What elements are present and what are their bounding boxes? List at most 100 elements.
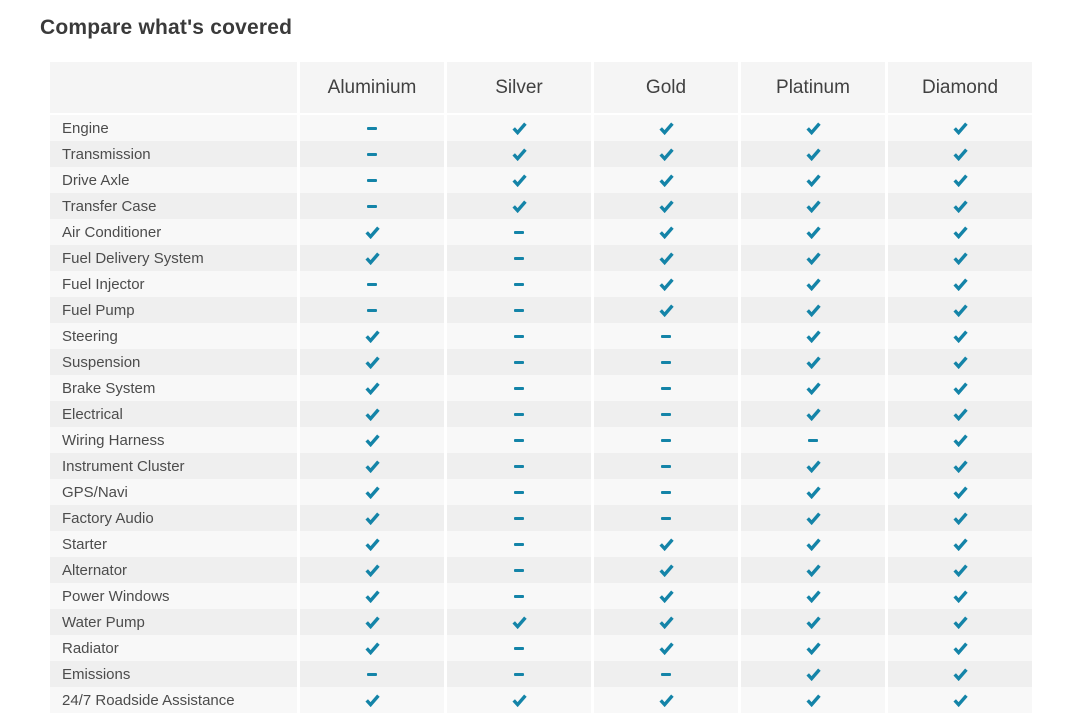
dash-icon xyxy=(514,334,524,338)
dash-icon xyxy=(661,490,671,494)
row-label: Power Windows xyxy=(50,583,297,609)
check-icon xyxy=(952,225,968,239)
dash-icon xyxy=(367,308,377,312)
dash-icon xyxy=(367,204,377,208)
check-icon xyxy=(805,173,821,187)
check-icon xyxy=(952,459,968,473)
coverage-cell xyxy=(741,479,885,505)
check-icon xyxy=(658,641,674,655)
row-label: Suspension xyxy=(50,349,297,375)
coverage-cell xyxy=(741,323,885,349)
coverage-cell xyxy=(594,219,738,245)
check-icon xyxy=(658,121,674,135)
check-icon xyxy=(658,147,674,161)
coverage-cell xyxy=(594,583,738,609)
row-label: Alternator xyxy=(50,557,297,583)
coverage-cell xyxy=(594,661,738,687)
table-row: Air Conditioner xyxy=(50,219,1032,245)
coverage-cell xyxy=(594,687,738,713)
plan-column-header: Silver xyxy=(447,62,591,113)
check-icon xyxy=(952,615,968,629)
row-label: Factory Audio xyxy=(50,505,297,531)
coverage-cell xyxy=(300,661,444,687)
table-row: Instrument Cluster xyxy=(50,453,1032,479)
coverage-cell xyxy=(300,635,444,661)
dash-icon xyxy=(367,178,377,182)
coverage-cell xyxy=(741,427,885,453)
coverage-cell xyxy=(888,583,1032,609)
coverage-cell xyxy=(741,193,885,219)
coverage-cell xyxy=(447,219,591,245)
coverage-cell xyxy=(447,401,591,427)
check-icon xyxy=(658,303,674,317)
dash-icon xyxy=(808,438,818,442)
dash-icon xyxy=(661,412,671,416)
dash-icon xyxy=(514,438,524,442)
check-icon xyxy=(364,693,380,707)
dash-icon xyxy=(514,230,524,234)
table-row: Factory Audio xyxy=(50,505,1032,531)
check-icon xyxy=(952,199,968,213)
check-icon xyxy=(952,537,968,551)
check-icon xyxy=(511,173,527,187)
coverage-cell xyxy=(741,297,885,323)
coverage-cell xyxy=(594,427,738,453)
table-row: Fuel Injector xyxy=(50,271,1032,297)
check-icon xyxy=(658,589,674,603)
table-row: GPS/Navi xyxy=(50,479,1032,505)
coverage-cell xyxy=(741,609,885,635)
row-label: GPS/Navi xyxy=(50,479,297,505)
coverage-cell xyxy=(447,141,591,167)
coverage-cell xyxy=(888,427,1032,453)
check-icon xyxy=(364,459,380,473)
coverage-cell xyxy=(300,479,444,505)
coverage-cell xyxy=(447,271,591,297)
coverage-cell xyxy=(741,167,885,193)
coverage-cell xyxy=(888,453,1032,479)
check-icon xyxy=(364,355,380,369)
check-icon xyxy=(805,251,821,265)
coverage-cell xyxy=(888,323,1032,349)
check-icon xyxy=(658,199,674,213)
coverage-cell xyxy=(741,687,885,713)
check-icon xyxy=(952,511,968,525)
dash-icon xyxy=(514,464,524,468)
dash-icon xyxy=(514,256,524,260)
coverage-cell xyxy=(888,271,1032,297)
check-icon xyxy=(805,121,821,135)
table-header-row: Aluminium Silver Gold Platinum Diamond xyxy=(50,62,1032,113)
coverage-cell xyxy=(888,661,1032,687)
check-icon xyxy=(952,667,968,681)
plan-column-header: Platinum xyxy=(741,62,885,113)
check-icon xyxy=(364,485,380,499)
coverage-cell xyxy=(447,375,591,401)
check-icon xyxy=(364,641,380,655)
coverage-cell xyxy=(741,401,885,427)
check-icon xyxy=(511,121,527,135)
coverage-cell xyxy=(447,609,591,635)
coverage-cell xyxy=(741,349,885,375)
row-label: Instrument Cluster xyxy=(50,453,297,479)
dash-icon xyxy=(661,438,671,442)
check-icon xyxy=(805,147,821,161)
coverage-cell xyxy=(741,661,885,687)
header-spacer-cell xyxy=(50,62,297,113)
coverage-cell xyxy=(300,193,444,219)
coverage-cell xyxy=(300,609,444,635)
row-label: Wiring Harness xyxy=(50,427,297,453)
table-row: Transmission xyxy=(50,141,1032,167)
dash-icon xyxy=(367,126,377,130)
coverage-cell xyxy=(741,245,885,271)
check-icon xyxy=(364,511,380,525)
check-icon xyxy=(364,381,380,395)
coverage-cell xyxy=(300,531,444,557)
coverage-cell xyxy=(300,115,444,141)
check-icon xyxy=(952,589,968,603)
dash-icon xyxy=(514,308,524,312)
coverage-cell xyxy=(300,401,444,427)
row-label: Brake System xyxy=(50,375,297,401)
coverage-cell xyxy=(447,505,591,531)
row-label: Electrical xyxy=(50,401,297,427)
check-icon xyxy=(658,615,674,629)
check-icon xyxy=(805,355,821,369)
